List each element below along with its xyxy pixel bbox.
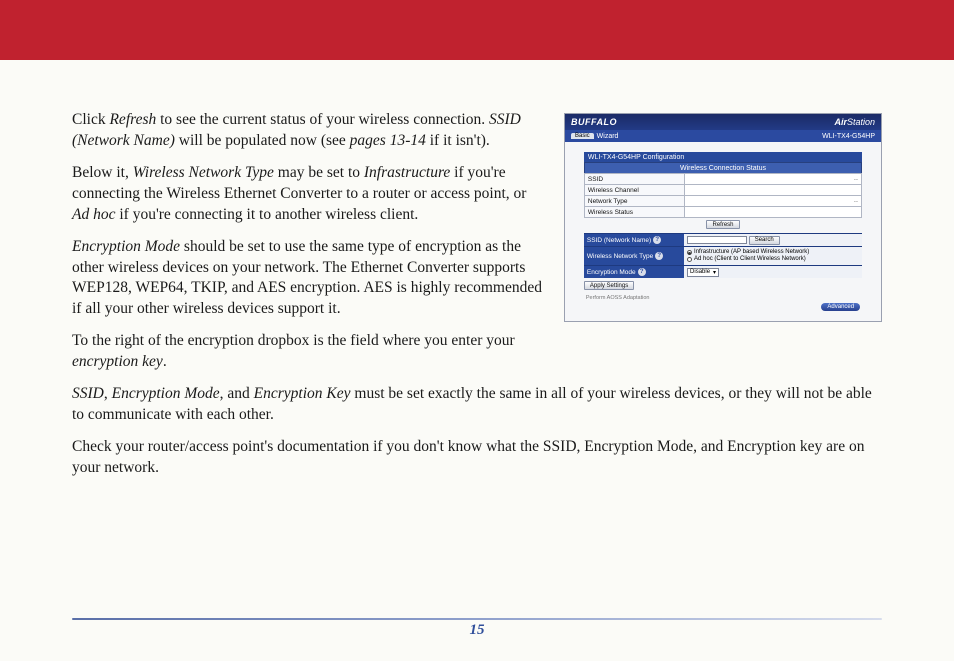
router-refresh-row: Refresh [584, 218, 862, 229]
table-row: Wireless Channel [584, 185, 861, 196]
help-icon[interactable]: ? [638, 268, 646, 276]
em-infra: Infrastructure [364, 164, 450, 181]
advanced-button[interactable]: Advanced [821, 303, 860, 311]
em-wnt: Wireless Network Type [133, 164, 274, 181]
router-status-heading: Wireless Connection Status [584, 162, 862, 173]
router-ui-frame: BUFFALO AirStation Basic Wizard WLI-TX4-… [564, 113, 882, 322]
table-row: SSID-- [584, 174, 861, 185]
router-enc-row: Encryption Mode ? Disable [584, 265, 862, 278]
em-adhoc: Ad hoc [72, 206, 115, 223]
router-wizard-tab[interactable]: Basic Wizard [571, 133, 618, 140]
paragraph: To the right of the encryption dropbox i… [72, 331, 882, 373]
wnt-infrastructure-radio[interactable]: Infrastructure (AP based Wireless Networ… [687, 249, 859, 257]
refresh-button[interactable]: Refresh [706, 220, 739, 229]
apply-settings-button[interactable]: Apply Settings [584, 281, 634, 290]
router-topbar: BUFFALO AirStation [565, 114, 881, 130]
page-body: BUFFALO AirStation Basic Wizard WLI-TX4-… [0, 60, 954, 490]
em-refresh: Refresh [109, 111, 156, 128]
router-advanced-row: Advanced [584, 301, 862, 311]
encryption-select[interactable]: Disable [687, 268, 719, 277]
em-enc-mode: Encryption Mode [72, 238, 180, 255]
wnt-label: Wireless Network Type [587, 253, 653, 260]
router-airstation-logo: AirStation [834, 117, 875, 127]
em-pages: pages 13-14 [350, 132, 426, 149]
paragraph: Check your router/access point's documen… [72, 437, 882, 479]
search-button[interactable]: Search [749, 236, 780, 245]
top-red-bar [0, 0, 954, 60]
router-subbar: Basic Wizard WLI-TX4-G54HP [565, 130, 881, 142]
router-model: WLI-TX4-G54HP [822, 133, 875, 140]
page-number: 15 [72, 622, 882, 639]
router-content: WLI-TX4-G54HP Configuration Wireless Con… [565, 142, 881, 321]
paragraph: SSID, Encryption Mode, and Encryption Ke… [72, 384, 882, 426]
router-config-heading: WLI-TX4-G54HP Configuration [584, 152, 862, 162]
router-brand: BUFFALO [571, 117, 617, 127]
wnt-adhoc-radio[interactable]: Ad hoc (Client to Client Wireless Networ… [687, 256, 859, 264]
router-wnt-row: Wireless Network Type ? Infrastructure (… [584, 246, 862, 265]
em-enc-key-2: Encryption Key [254, 385, 351, 402]
table-row: Network Type-- [584, 196, 861, 207]
enc-label: Encryption Mode [587, 269, 636, 276]
help-icon[interactable]: ? [653, 236, 661, 244]
router-ssid-row: SSID (Network Name) ? Search [584, 233, 862, 246]
footer-rule [72, 618, 882, 620]
em-enc-mode-2: Encryption Mode [112, 385, 220, 402]
router-footnote: Perform AOSS Adaptation [584, 291, 862, 301]
router-apply-row: Apply Settings [584, 278, 862, 291]
router-tab-basic: Basic [571, 133, 594, 139]
router-wizard-label: Wizard [597, 133, 619, 140]
radio-on-icon [687, 250, 692, 255]
em-ssid: SSID [72, 385, 104, 402]
table-row: Wireless Status [584, 207, 861, 218]
em-enc-key: encryption key [72, 353, 163, 370]
router-status-table: SSID-- Wireless Channel Network Type-- W… [584, 173, 862, 218]
radio-off-icon [687, 257, 692, 262]
help-icon[interactable]: ? [655, 252, 663, 260]
ssid-label: SSID (Network Name) [587, 237, 651, 244]
router-screenshot: BUFFALO AirStation Basic Wizard WLI-TX4-… [564, 113, 882, 322]
page-footer: 15 [0, 618, 954, 639]
ssid-input[interactable] [687, 236, 747, 244]
